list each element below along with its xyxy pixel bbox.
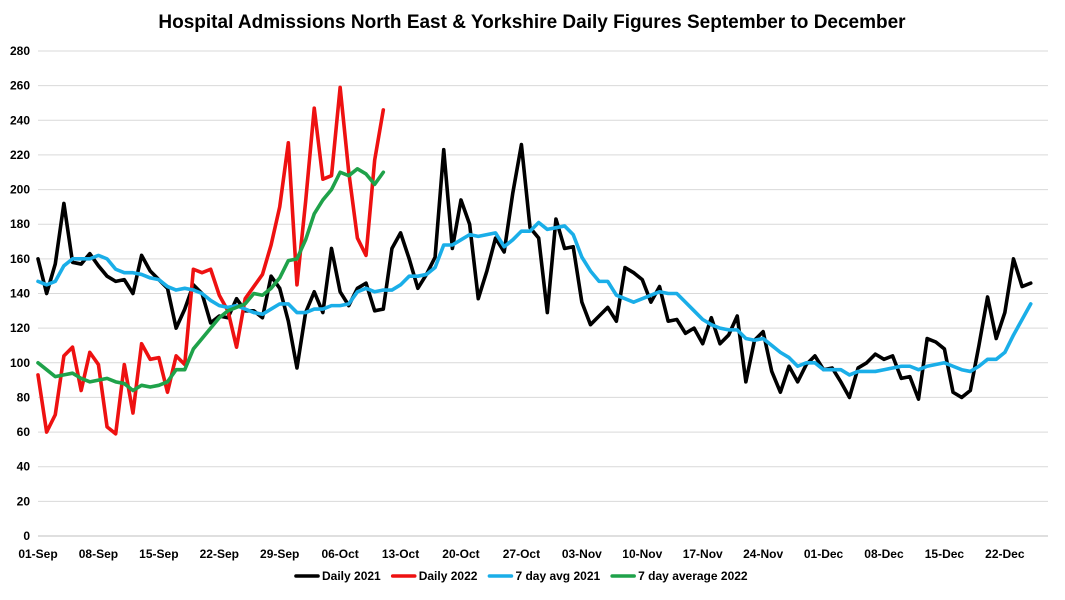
y-tick-label: 60	[17, 425, 31, 439]
x-tick-label: 13-Oct	[382, 547, 419, 561]
x-tick-label: 24-Nov	[743, 547, 783, 561]
y-tick-label: 220	[10, 148, 30, 162]
x-tick-label: 10-Nov	[622, 547, 662, 561]
y-tick-label: 20	[17, 494, 31, 508]
legend: Daily 2021 Daily 2022 7 day avg 2021 7 day …	[294, 569, 748, 583]
y-axis-tick-labels: 0 20 40 60 80 100 120 140 160 180 200 220 240 260 280	[10, 44, 30, 543]
y-tick-label: 0	[23, 529, 30, 543]
y-tick-label: 200	[10, 183, 30, 197]
series-line-daily-2021	[36, 142, 1033, 401]
legend-label-7-day-average-2022: 7 day average 2022	[638, 569, 748, 583]
x-tick-label: 08-Dec	[864, 547, 904, 561]
chart-title: Hospital Admissions North East & Yorkshi…	[158, 12, 906, 33]
y-tick-label: 260	[10, 79, 30, 93]
x-tick-label: 17-Nov	[683, 547, 723, 561]
grid-lines	[38, 50, 1048, 537]
x-tick-label: 03-Nov	[562, 547, 602, 561]
legend-label-7-day-avg-2021: 7 day avg 2021	[515, 569, 600, 583]
x-tick-label: 06-Oct	[321, 547, 358, 561]
y-tick-label: 180	[10, 217, 30, 231]
x-tick-label: 29-Sep	[260, 547, 299, 561]
y-tick-label: 140	[10, 287, 30, 301]
legend-label-daily-2021: Daily 2021	[322, 569, 381, 583]
series-lines	[36, 85, 1033, 436]
x-tick-label: 15-Dec	[925, 547, 965, 561]
y-tick-label: 80	[17, 390, 31, 404]
x-tick-label: 01-Sep	[18, 547, 57, 561]
x-tick-label: 08-Sep	[79, 547, 118, 561]
x-tick-label: 22-Sep	[200, 547, 239, 561]
x-tick-label: 01-Dec	[804, 547, 844, 561]
y-tick-label: 240	[10, 113, 30, 127]
series-line-7-day-average-2022	[36, 166, 386, 393]
series-line-daily-2022	[36, 85, 386, 436]
x-tick-label: 20-Oct	[442, 547, 479, 561]
y-tick-label: 280	[10, 44, 30, 58]
legend-label-daily-2022: Daily 2022	[419, 569, 478, 583]
x-tick-label: 22-Dec	[985, 547, 1025, 561]
y-tick-label: 120	[10, 321, 30, 335]
x-tick-label: 27-Oct	[503, 547, 540, 561]
y-tick-label: 100	[10, 356, 30, 370]
y-tick-label: 40	[17, 460, 31, 474]
y-tick-label: 160	[10, 252, 30, 266]
series-line-7-day-avg-2021	[36, 220, 1033, 377]
x-tick-label: 15-Sep	[139, 547, 178, 561]
x-axis-tick-labels: 01-Sep 08-Sep 15-Sep 22-Sep 29-Sep 06-Oct 13-O…	[18, 547, 1025, 561]
